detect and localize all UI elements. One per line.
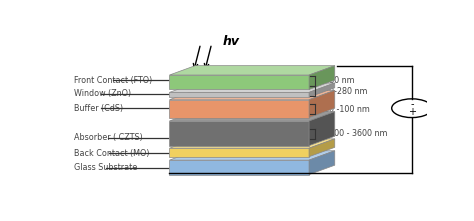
- Polygon shape: [309, 90, 335, 118]
- Text: -: -: [410, 99, 414, 109]
- Polygon shape: [309, 151, 335, 175]
- Polygon shape: [169, 139, 335, 148]
- Text: Buffer (CdS): Buffer (CdS): [74, 104, 123, 113]
- Text: Back Contact (MO): Back Contact (MO): [74, 149, 149, 158]
- Text: Window (ZnO): Window (ZnO): [74, 89, 131, 98]
- Polygon shape: [169, 160, 309, 175]
- Text: Glass Substrate: Glass Substrate: [74, 163, 137, 172]
- Text: 1200 - 3600 nm: 1200 - 3600 nm: [324, 129, 387, 138]
- Text: +: +: [408, 107, 416, 117]
- Text: 10 -100 nm: 10 -100 nm: [324, 105, 370, 114]
- Polygon shape: [169, 148, 309, 157]
- Polygon shape: [169, 112, 335, 121]
- Polygon shape: [169, 83, 335, 92]
- Polygon shape: [169, 100, 309, 118]
- Polygon shape: [169, 75, 309, 90]
- Polygon shape: [169, 121, 309, 146]
- Polygon shape: [309, 139, 335, 157]
- Polygon shape: [309, 112, 335, 146]
- Polygon shape: [169, 66, 335, 75]
- Text: Absorber ( CZTS): Absorber ( CZTS): [74, 133, 143, 143]
- Polygon shape: [169, 151, 335, 160]
- Polygon shape: [169, 92, 309, 97]
- Polygon shape: [309, 83, 335, 97]
- Text: 40-280 nm: 40-280 nm: [324, 87, 367, 96]
- Text: 280 nm: 280 nm: [324, 76, 355, 86]
- Polygon shape: [309, 66, 335, 90]
- Polygon shape: [169, 90, 335, 100]
- Text: Front Contact (FTO): Front Contact (FTO): [74, 76, 152, 85]
- Text: hv: hv: [223, 35, 240, 48]
